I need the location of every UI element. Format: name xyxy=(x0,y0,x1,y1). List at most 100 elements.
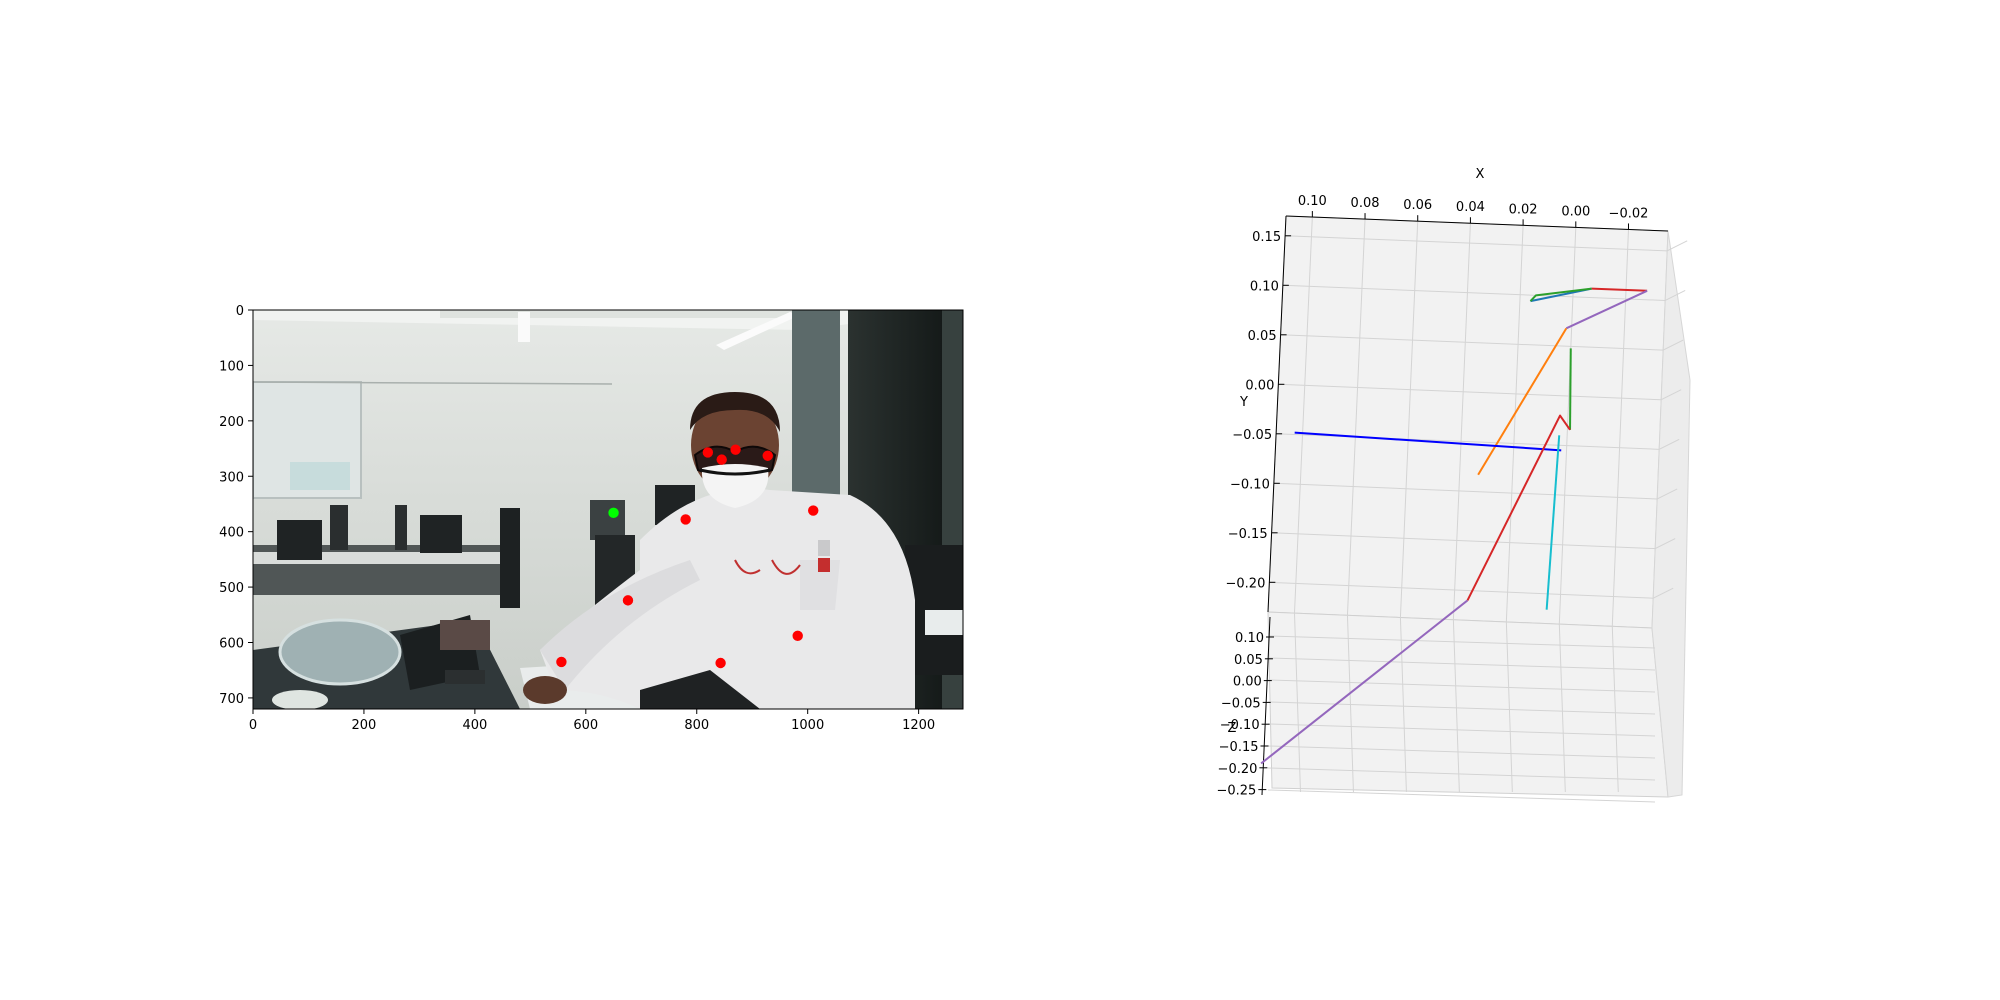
skeleton-bone xyxy=(1565,289,1648,330)
grid-line-x xyxy=(1452,223,1471,620)
pane-gridlines xyxy=(1267,217,1688,803)
image-x-tick-label: 800 xyxy=(684,718,709,733)
side-grid-line xyxy=(1660,389,1682,401)
keypoint-red xyxy=(716,454,727,465)
y3d-tick-label: 0.10 xyxy=(1250,279,1279,294)
skeleton-bone xyxy=(1260,599,1469,765)
grid-line-x xyxy=(1505,225,1524,622)
y3d-tick-label: −0.15 xyxy=(1228,527,1268,542)
grid-line-x xyxy=(1346,219,1366,616)
side-grid-line xyxy=(1666,240,1688,252)
y3d-tick-label: 0.05 xyxy=(1248,329,1277,344)
z3d-tick-label: −0.05 xyxy=(1221,696,1261,711)
keypoint-markers xyxy=(556,444,819,669)
keypoint-green xyxy=(608,507,619,519)
x3d-tick-label: 0.00 xyxy=(1561,204,1590,219)
y-axis-spine xyxy=(1267,215,1287,613)
floor-grid-line-z xyxy=(1267,767,1656,781)
image-y-tick-label: 0 xyxy=(236,304,244,319)
skeleton-bone xyxy=(1569,348,1572,430)
keypoint-red xyxy=(792,630,803,642)
grid-line-y xyxy=(1271,532,1656,550)
image-x-tick-label: 600 xyxy=(573,718,598,733)
skeleton-bone xyxy=(1545,435,1561,610)
keypoint-red xyxy=(680,514,691,525)
floor-grid-line-z xyxy=(1267,657,1656,671)
grid-line-y xyxy=(1285,235,1668,252)
z3d-tick-label: −0.10 xyxy=(1220,718,1260,733)
floor-grid-line xyxy=(1452,619,1460,793)
x3d-tick-label: 0.06 xyxy=(1403,198,1432,213)
image-frame xyxy=(252,309,964,710)
x3d-tick-label: 0.10 xyxy=(1298,194,1327,209)
skeleton-bone xyxy=(1294,431,1562,452)
grid-line-x xyxy=(1611,229,1629,627)
y3d-tick-label: −0.05 xyxy=(1232,428,1272,443)
image-y-tick-label: 700 xyxy=(219,692,244,707)
x3d-tick-label: −0.02 xyxy=(1609,206,1649,221)
skeleton-bone xyxy=(1529,287,1592,302)
floor-grid-line-z xyxy=(1267,701,1656,715)
z3d-tick-label: 0.10 xyxy=(1235,631,1264,646)
image-x-tick-label: 400 xyxy=(462,718,487,733)
x3d-tick-label: 0.02 xyxy=(1509,202,1538,217)
side-grid-line xyxy=(1652,587,1674,599)
keypoint-red xyxy=(808,505,819,516)
z3d-tick-label: −0.20 xyxy=(1218,762,1258,777)
floor-grid-line xyxy=(1558,624,1566,793)
image-y-tick-label: 300 xyxy=(219,470,244,485)
z3d-tick-label: −0.15 xyxy=(1219,740,1259,755)
image-panel: 0 200 400 600 800 1000 1200 0 100 200 300 400 500 600… xyxy=(219,304,964,733)
skeleton-bone xyxy=(1591,287,1648,292)
photo-background xyxy=(253,310,963,709)
keypoint-red xyxy=(556,656,567,668)
floor-pane xyxy=(1267,611,1669,798)
z3d-tick-label: −0.25 xyxy=(1216,784,1256,799)
side-grid-line xyxy=(1656,488,1678,500)
axis-ticks-3d: 0.10 0.08 0.06 0.04 0.02 0.00 −0.02 0.15 0.10 0.0… xyxy=(1216,194,1648,799)
image-y-tick-label: 400 xyxy=(219,526,244,541)
skeleton-bone xyxy=(1466,414,1571,601)
image-axis-ticks: 0 200 400 600 800 1000 1200 0 100 200 300 400 500 600… xyxy=(219,304,935,733)
image-y-tick-label: 200 xyxy=(219,415,244,430)
side-grid-line xyxy=(1662,339,1684,351)
grid-line-y xyxy=(1282,284,1666,301)
side-grid-line xyxy=(1658,438,1680,450)
keypoint-red xyxy=(762,450,773,461)
floor-grid-line-z xyxy=(1267,789,1656,803)
floor-grid-line-z xyxy=(1267,635,1656,649)
x-axis-spine xyxy=(1285,215,1669,232)
keypoint-red xyxy=(730,444,741,455)
side-pane xyxy=(1651,230,1691,798)
grid-line-y xyxy=(1273,482,1658,500)
y3d-tick-label: −0.10 xyxy=(1230,477,1270,492)
skeleton-bone xyxy=(1477,327,1568,476)
grid-line-y xyxy=(1278,383,1662,401)
y-axis-label: Y xyxy=(1239,395,1248,410)
image-x-tick-label: 1000 xyxy=(791,718,824,733)
floor-grid-line xyxy=(1505,621,1513,793)
skeleton-lines xyxy=(1260,287,1648,765)
image-x-tick-label: 0 xyxy=(249,718,257,733)
z-axis-label: Z xyxy=(1228,721,1237,736)
y3d-tick-label: −0.20 xyxy=(1226,576,1266,591)
z-axis-spine xyxy=(1261,616,1271,796)
image-y-tick-label: 100 xyxy=(219,359,244,374)
floor-grid-line xyxy=(1346,615,1354,793)
floor-grid-line xyxy=(1611,626,1619,793)
floor-grid-line-z xyxy=(1267,723,1656,737)
grid-line-y xyxy=(1269,581,1654,599)
y3d-tick-label: 0.00 xyxy=(1245,378,1274,393)
floor-grid-line xyxy=(1399,617,1407,793)
z3d-tick-label: 0.05 xyxy=(1234,653,1263,668)
image-x-tick-label: 1200 xyxy=(902,718,935,733)
x3d-tick-label: 0.08 xyxy=(1351,196,1380,211)
x-axis-label: X xyxy=(1476,167,1485,182)
skeleton-3d-panel: 0.10 0.08 0.06 0.04 0.02 0.00 −0.02 0.15 0.10 0.0… xyxy=(1216,167,1691,803)
image-y-tick-label: 500 xyxy=(219,581,244,596)
side-grid-line xyxy=(1654,538,1676,550)
keypoint-red xyxy=(702,447,714,458)
grid-line-x xyxy=(1399,221,1419,618)
grid-line-x xyxy=(1293,217,1313,614)
